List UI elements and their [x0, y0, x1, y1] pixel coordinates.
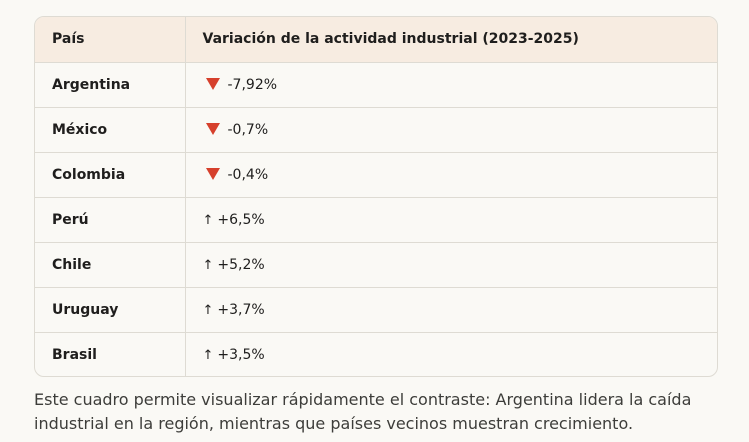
up-arrow-icon: ↑ [202, 347, 214, 363]
comparison-table: País Variación de la actividad industria… [34, 16, 718, 377]
up-arrow-icon: ↑ [202, 212, 214, 228]
variation-value: +3,7% [217, 301, 265, 318]
summary-paragraph: Este cuadro permite visualizar rápidamen… [34, 390, 692, 433]
variation-cell: ↑ +3,7% [184, 287, 717, 333]
table-row: Perú ↑ +6,5% [35, 197, 717, 243]
country-cell: Perú [35, 197, 185, 243]
variation-cell: ↑ +5,2% [184, 242, 717, 288]
up-arrow-icon: ↑ [202, 302, 214, 318]
industrial-activity-table: País Variación de la actividad industria… [35, 17, 717, 376]
table-row: México -0,7% [35, 107, 717, 153]
table-header-row: País Variación de la actividad industria… [35, 17, 717, 63]
variation-value: -7,92% [227, 76, 278, 93]
country-cell: México [35, 107, 185, 153]
variation-cell: ↑ +6,5% [184, 197, 717, 243]
country-cell: Argentina [35, 62, 185, 108]
variation-value: +6,5% [217, 211, 265, 228]
table-row: Argentina -7,92% [35, 62, 717, 108]
red-down-triangle-icon [205, 167, 220, 180]
variation-cell: ↑ +3,5% [184, 332, 717, 376]
table-row: Colombia -0,4% [35, 152, 717, 198]
table-row: Uruguay ↑ +3,7% [35, 287, 717, 333]
table-row: Brasil ↑ +3,5% [35, 332, 717, 376]
variation-value: -0,4% [227, 166, 269, 183]
variation-cell: -7,92% [184, 62, 717, 108]
variation-cell: -0,4% [184, 152, 717, 198]
table-row: Chile ↑ +5,2% [35, 242, 717, 288]
red-down-triangle-icon [205, 122, 220, 135]
country-cell: Uruguay [35, 287, 185, 333]
up-arrow-icon: ↑ [202, 257, 214, 273]
country-cell: Colombia [35, 152, 185, 198]
red-down-triangle-icon [205, 77, 220, 90]
variation-value: -0,7% [227, 121, 269, 138]
variation-value: +5,2% [217, 256, 265, 273]
variation-value: +3,5% [217, 346, 265, 363]
column-header-country: País [35, 17, 185, 63]
country-cell: Chile [35, 242, 185, 288]
country-cell: Brasil [52, 346, 97, 363]
column-header-variation: Variación de la actividad industrial (20… [184, 17, 717, 63]
variation-cell: -0,7% [184, 107, 717, 153]
